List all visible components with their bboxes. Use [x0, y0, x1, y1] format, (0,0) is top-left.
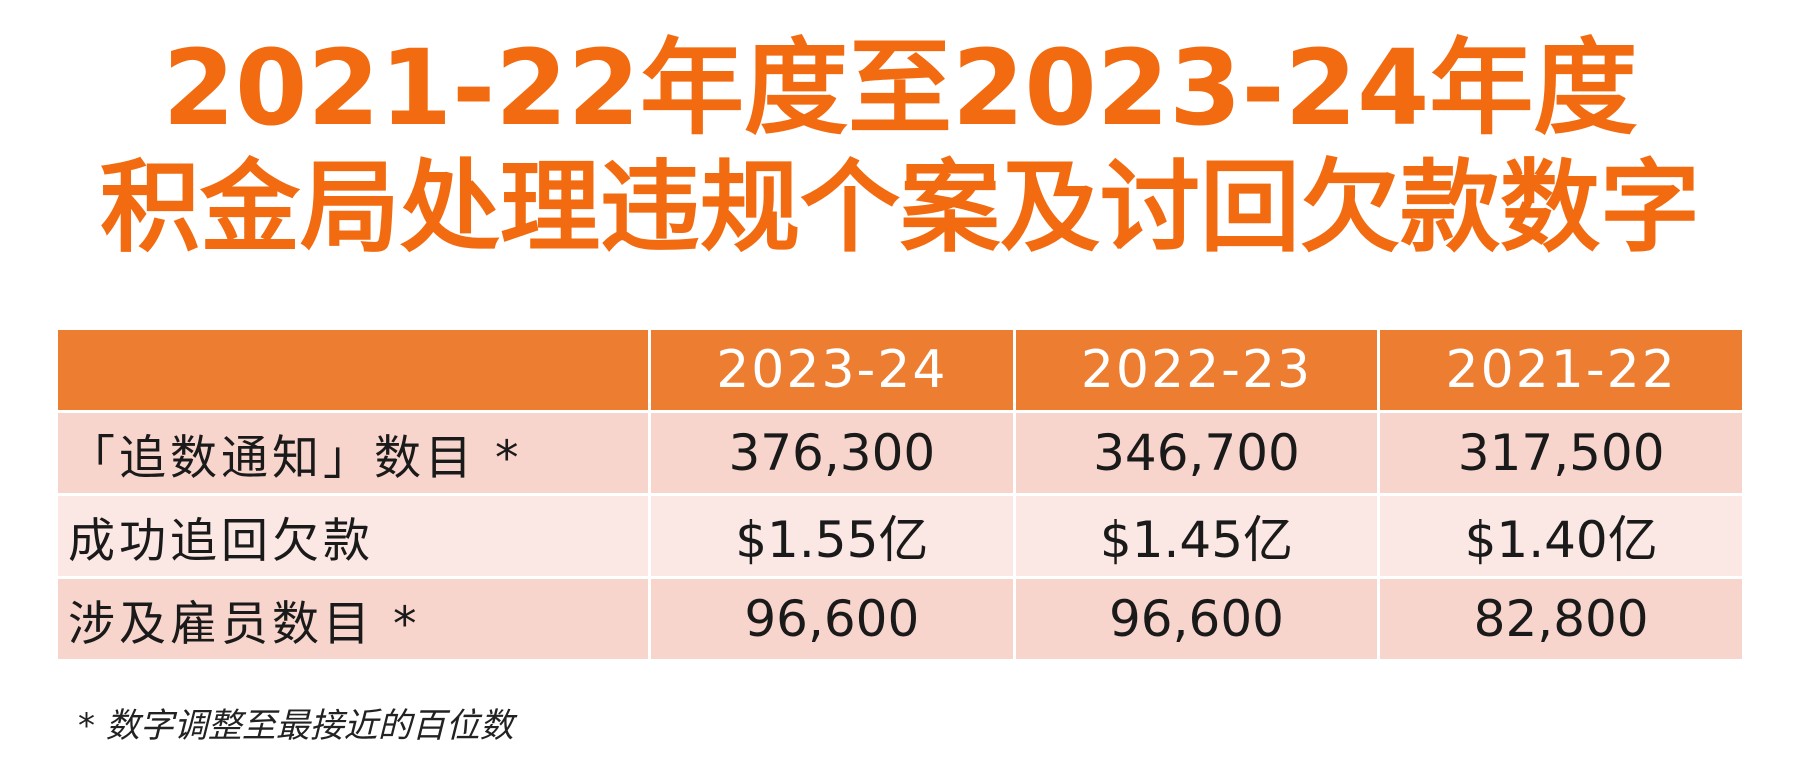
page-title-line-2: 积金局处理违规个案及讨回欠款数字 — [100, 149, 1700, 266]
table-row: 「追数通知」数目 * 376,300 346,700 317,500 — [55, 410, 1745, 496]
table-header-row: 2023-24 2022-23 2021-22 — [55, 327, 1745, 413]
header-cell-2021-22: 2021-22 — [1377, 327, 1745, 413]
footnote: * 数字调整至最接近的百位数 — [78, 706, 514, 746]
header-cell-2022-23: 2022-23 — [1012, 327, 1381, 413]
table-cell: 96,600 — [648, 576, 1016, 662]
header-cell-label — [55, 327, 651, 413]
table-cell: 376,300 — [648, 410, 1016, 496]
header-cell-2023-24: 2023-24 — [648, 327, 1016, 413]
table-cell: $1.45亿 — [1012, 493, 1381, 579]
page-title-line-1: 2021-22年度至2023-24年度 — [162, 27, 1638, 149]
table-cell: 346,700 — [1012, 410, 1381, 496]
table-cell: $1.55亿 — [648, 493, 1016, 579]
table-row: 涉及雇员数目 * 96,600 96,600 82,800 — [55, 576, 1745, 662]
table-row: 成功追回欠款 $1.55亿 $1.45亿 $1.40亿 — [55, 493, 1745, 579]
table-cell: 96,600 — [1012, 576, 1381, 662]
row-label: 涉及雇员数目 * — [55, 576, 651, 662]
data-table: 2023-24 2022-23 2021-22 「追数通知」数目 * 376,3… — [55, 327, 1745, 662]
table-cell: $1.40亿 — [1377, 493, 1745, 579]
row-label: 「追数通知」数目 * — [55, 410, 651, 496]
table-cell: 317,500 — [1377, 410, 1745, 496]
table-cell: 82,800 — [1377, 576, 1745, 662]
row-label: 成功追回欠款 — [55, 493, 651, 579]
